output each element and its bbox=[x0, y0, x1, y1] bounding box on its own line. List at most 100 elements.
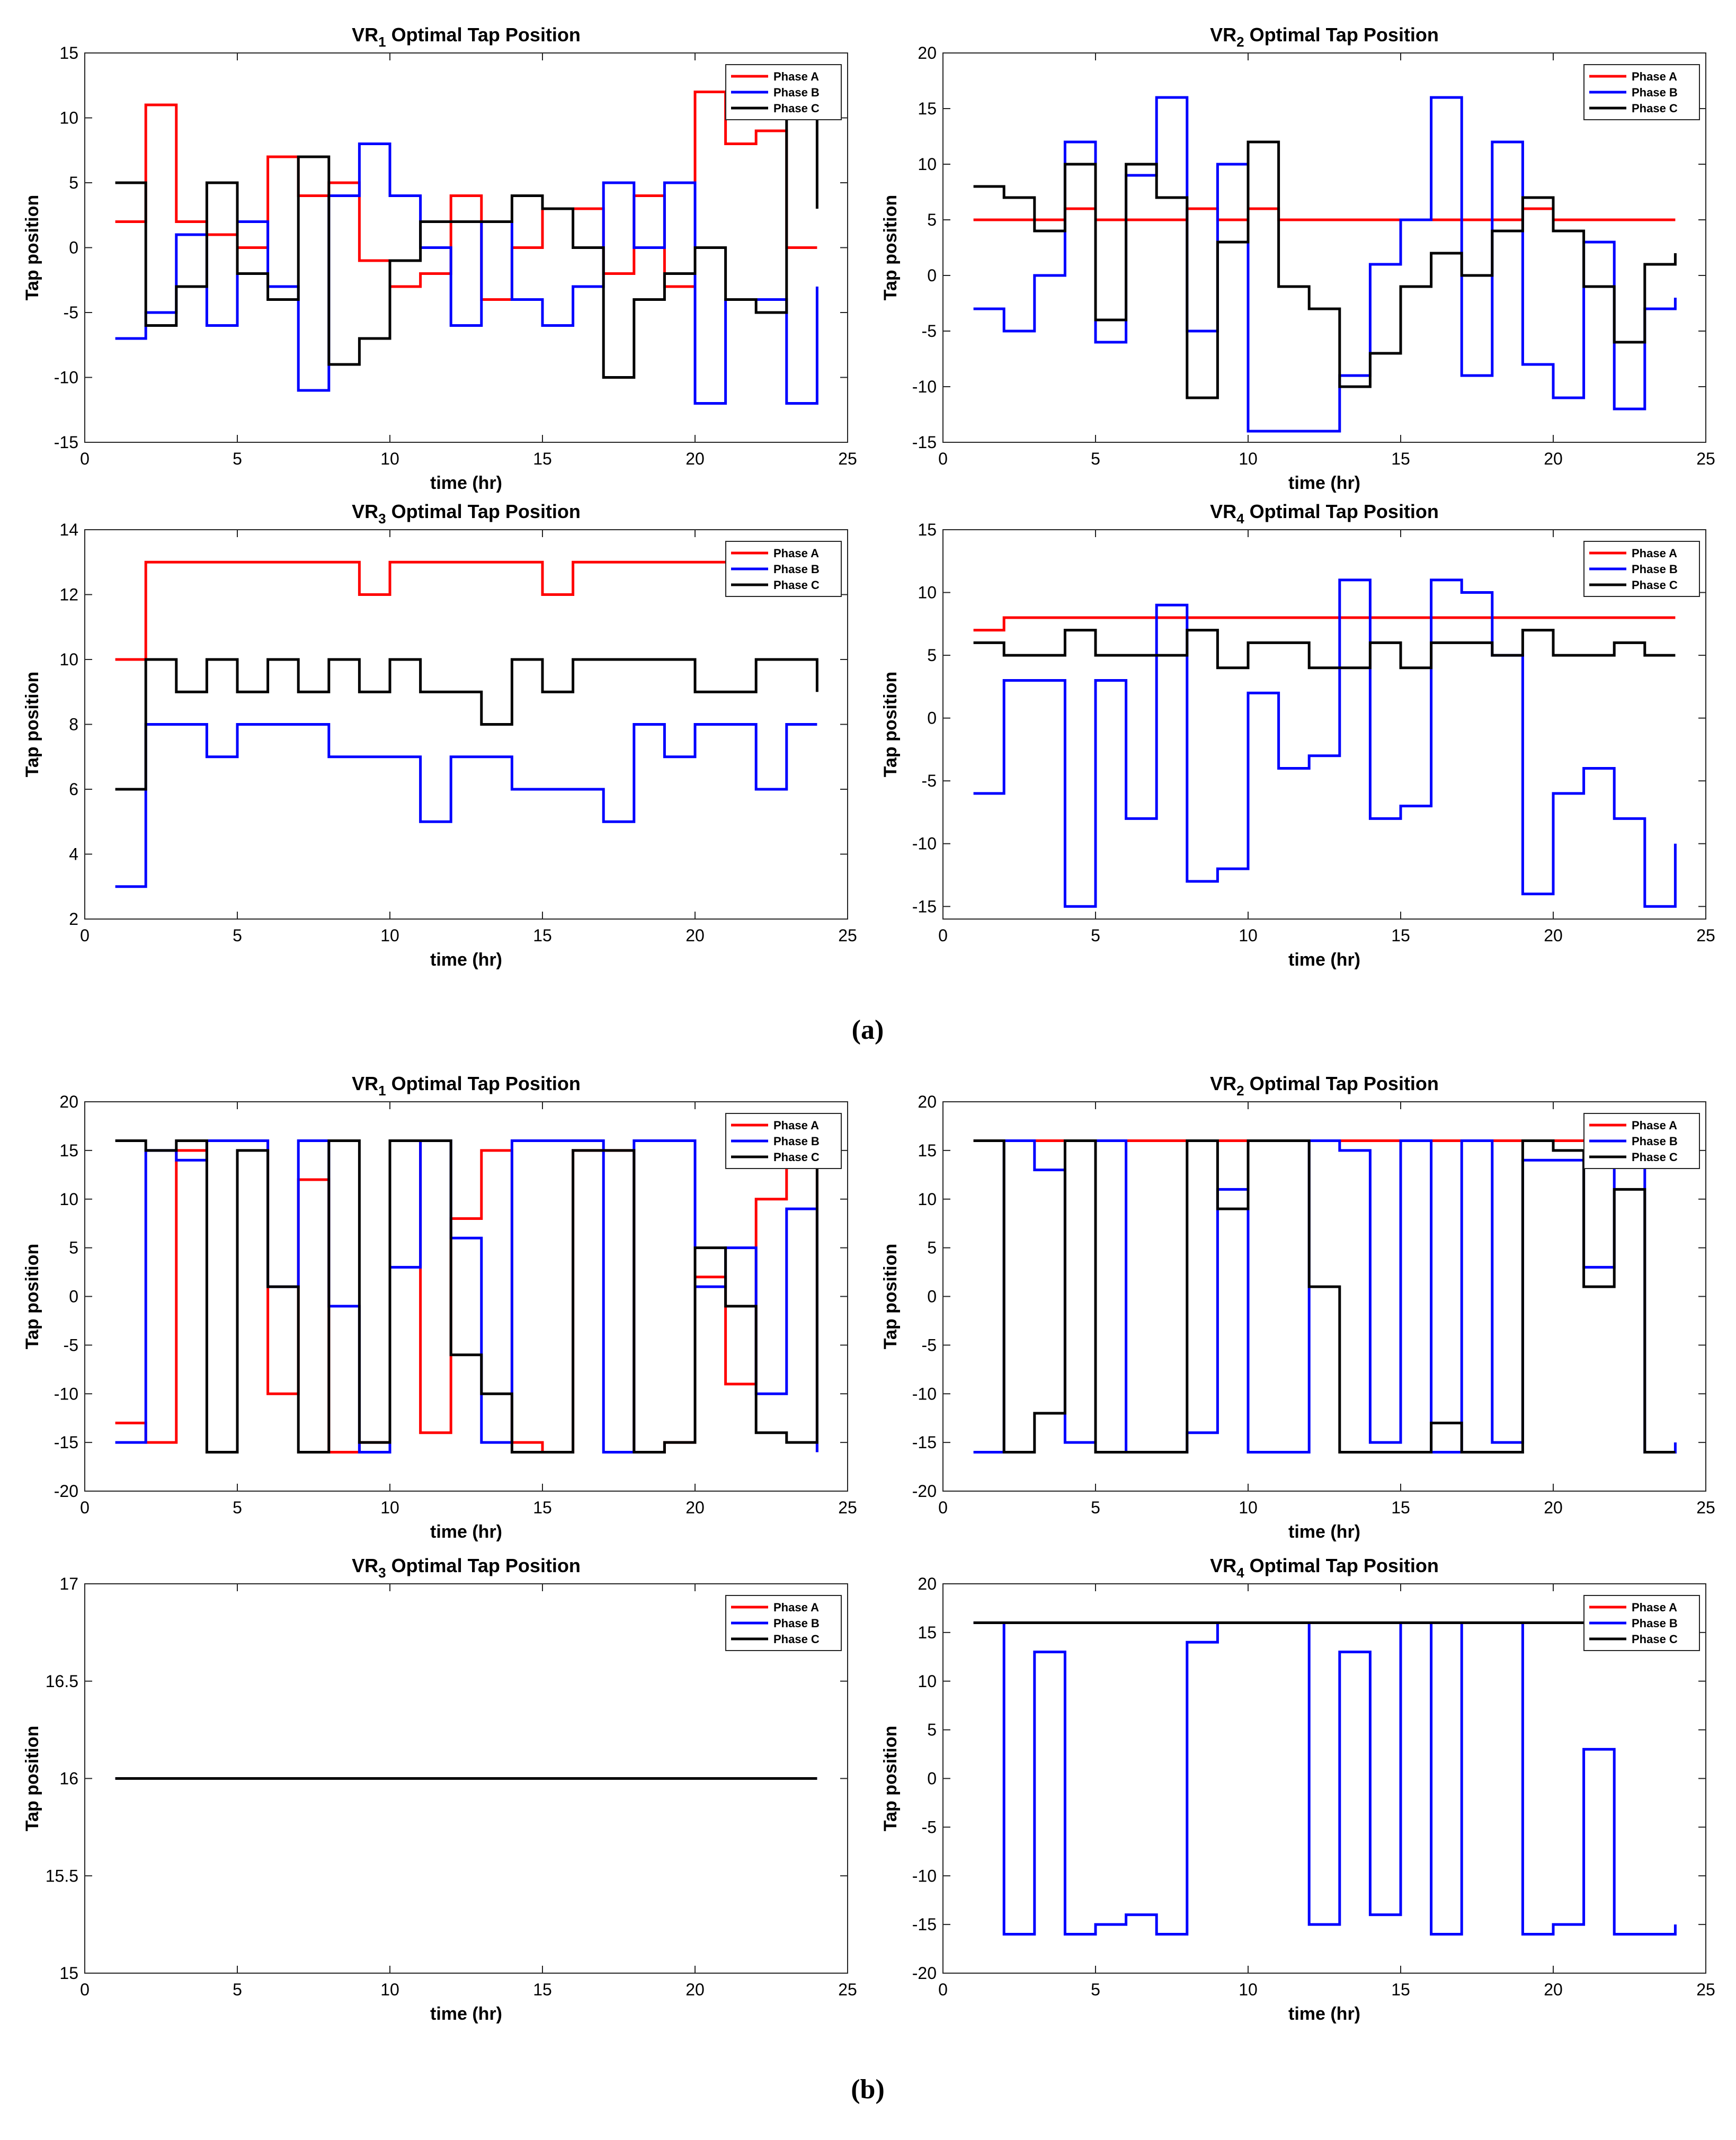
y-tick-label: -5 bbox=[922, 771, 937, 790]
legend-label: Phase B bbox=[773, 1135, 820, 1148]
x-tick-label: 0 bbox=[80, 926, 90, 945]
chart-title: VR1 Optimal Tap Position bbox=[352, 1073, 581, 1099]
x-tick-label: 15 bbox=[1391, 1498, 1410, 1517]
x-tick-label: 0 bbox=[938, 1980, 948, 1999]
x-tick-label: 20 bbox=[1544, 1980, 1563, 1999]
y-tick-label: 15 bbox=[918, 1623, 937, 1642]
chart-title-rest: Optimal Tap Position bbox=[1244, 501, 1439, 522]
chart-a4: 0 5 10 15 20 25 -15 -10 -5 0 5 10 15 Phase A Phase B Ph… bbox=[858, 487, 1715, 970]
x-tick-label: 0 bbox=[80, 449, 90, 468]
chart-title-main: VR bbox=[1210, 1073, 1236, 1094]
y-tick-label: 0 bbox=[69, 238, 78, 257]
x-axis-label: time (hr) bbox=[430, 2004, 502, 2024]
x-tick-label: 25 bbox=[838, 1980, 857, 1999]
chart-title-subscript: 2 bbox=[1236, 34, 1244, 50]
x-tick-label: 10 bbox=[1239, 926, 1258, 945]
chart-title-rest: Optimal Tap Position bbox=[1244, 24, 1439, 46]
x-axis-label: time (hr) bbox=[430, 950, 502, 970]
x-tick-label: 0 bbox=[938, 926, 948, 945]
y-tick-label: 10 bbox=[918, 155, 937, 174]
y-tick-label: 5 bbox=[927, 1720, 937, 1740]
y-tick-label: 12 bbox=[59, 585, 78, 604]
legend-label: Phase B bbox=[1632, 86, 1678, 99]
legend: Phase A Phase B Phase C bbox=[1583, 64, 1700, 120]
legend-label: Phase A bbox=[773, 70, 819, 83]
y-tick-label: -10 bbox=[912, 377, 937, 396]
series-line-phase-c bbox=[973, 1139, 1676, 1454]
legend: Phase A Phase B Phase C bbox=[725, 1595, 842, 1651]
x-tick-label: 5 bbox=[233, 1980, 242, 1999]
caption-a: (a) bbox=[851, 1015, 884, 1045]
y-tick-label: -20 bbox=[912, 1482, 937, 1501]
chart-title-rest: Optimal Tap Position bbox=[386, 1073, 581, 1094]
y-tick-label: 5 bbox=[69, 173, 78, 192]
y-tick-label: 0 bbox=[927, 709, 937, 728]
legend-label: Phase A bbox=[773, 1601, 819, 1614]
chart-b4: 0 5 10 15 20 25 -20 -15 -10 -5 0 5 10 15 20 Phase A Phas… bbox=[858, 1541, 1715, 2024]
chart-title: VR3 Optimal Tap Position bbox=[352, 501, 581, 527]
y-tick-label: 20 bbox=[918, 1574, 937, 1593]
x-tick-label: 25 bbox=[838, 1498, 857, 1517]
legend: Phase A Phase B Phase C bbox=[725, 1113, 842, 1169]
chart-title-rest: Optimal Tap Position bbox=[1244, 1073, 1439, 1094]
y-tick-label: 15 bbox=[59, 1141, 78, 1160]
caption-b: (b) bbox=[851, 2074, 885, 2105]
y-tick-label: -10 bbox=[912, 1384, 937, 1403]
chart-title-subscript: 1 bbox=[378, 34, 386, 50]
chart-b1: 0 5 10 15 20 25 -20 -15 -10 -5 0 5 10 15 20 Phase A Phas… bbox=[0, 1059, 857, 1542]
y-tick-label: -15 bbox=[54, 433, 78, 452]
y-tick-label: -15 bbox=[54, 1433, 78, 1452]
x-tick-label: 10 bbox=[380, 1498, 399, 1517]
x-tick-label: 15 bbox=[1391, 1980, 1410, 1999]
y-tick-label: -10 bbox=[912, 834, 937, 853]
y-tick-label: 10 bbox=[59, 109, 78, 128]
y-tick-label: 0 bbox=[927, 266, 937, 285]
x-axis-label: time (hr) bbox=[430, 1522, 502, 1542]
y-tick-label: 15 bbox=[918, 520, 937, 539]
x-tick-label: 15 bbox=[533, 926, 552, 945]
series-line-phase-c bbox=[115, 1139, 818, 1454]
y-axis-label: Tap position bbox=[880, 1244, 901, 1350]
x-tick-label: 10 bbox=[1239, 449, 1258, 468]
y-tick-label: -15 bbox=[912, 433, 937, 452]
y-tick-label: 15 bbox=[59, 43, 78, 63]
y-tick-label: -5 bbox=[64, 303, 78, 322]
x-tick-label: 0 bbox=[938, 1498, 948, 1517]
legend-label: Phase A bbox=[1632, 70, 1677, 83]
y-tick-label: 10 bbox=[918, 1672, 937, 1691]
x-tick-label: 10 bbox=[380, 449, 399, 468]
legend-label: Phase C bbox=[1632, 1633, 1678, 1646]
y-tick-label: -20 bbox=[54, 1482, 78, 1501]
y-tick-label: 2 bbox=[69, 910, 78, 929]
chart-title-main: VR bbox=[1210, 1555, 1236, 1576]
y-tick-label: -15 bbox=[912, 1433, 937, 1452]
y-tick-label: 8 bbox=[69, 715, 78, 734]
series-line-phase-c bbox=[973, 629, 1676, 670]
x-tick-label: 10 bbox=[1239, 1498, 1258, 1517]
x-tick-label: 25 bbox=[1696, 1498, 1715, 1517]
y-tick-label: 16.5 bbox=[46, 1672, 78, 1691]
series-line-phase-c bbox=[115, 103, 818, 379]
x-tick-label: 25 bbox=[838, 926, 857, 945]
x-tick-label: 10 bbox=[1239, 1980, 1258, 1999]
x-tick-label: 10 bbox=[380, 1980, 399, 1999]
y-tick-label: -15 bbox=[912, 897, 937, 916]
x-tick-label: 20 bbox=[1544, 926, 1563, 945]
chart-a1: 0 5 10 15 20 25 -15 -10 -5 0 5 10 15 Phase A Phase B Ph… bbox=[0, 11, 857, 493]
x-tick-label: 0 bbox=[80, 1498, 90, 1517]
x-tick-label: 5 bbox=[233, 1498, 242, 1517]
legend-label: Phase C bbox=[773, 102, 820, 115]
y-tick-label: 5 bbox=[927, 646, 937, 665]
series-line-phase-c bbox=[115, 658, 818, 791]
x-axis-label: time (hr) bbox=[1288, 2004, 1360, 2024]
y-tick-label: -5 bbox=[922, 1335, 937, 1354]
legend: Phase A Phase B Phase C bbox=[725, 64, 842, 120]
chart-a3: 0 5 10 15 20 25 2 4 6 8 10 12 14 Phase A Phase B Phase … bbox=[0, 487, 857, 970]
x-tick-label: 25 bbox=[1696, 1980, 1715, 1999]
chart-title: VR1 Optimal Tap Position bbox=[352, 24, 581, 50]
chart-title: VR3 Optimal Tap Position bbox=[352, 1555, 581, 1581]
